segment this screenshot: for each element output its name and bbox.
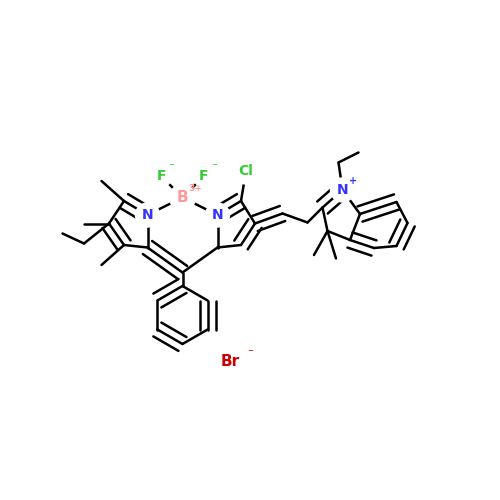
Text: ⁻: ⁻ bbox=[211, 162, 217, 172]
Text: F: F bbox=[199, 169, 209, 183]
Circle shape bbox=[150, 165, 172, 187]
Circle shape bbox=[233, 158, 259, 184]
Circle shape bbox=[206, 203, 230, 227]
Circle shape bbox=[136, 203, 160, 227]
Text: N: N bbox=[336, 183, 348, 197]
Text: B: B bbox=[176, 190, 188, 205]
Circle shape bbox=[330, 178, 354, 202]
Text: +: + bbox=[350, 176, 358, 186]
Text: ⁻: ⁻ bbox=[168, 162, 174, 172]
Text: N: N bbox=[142, 208, 154, 222]
Text: F: F bbox=[156, 169, 166, 183]
Text: 3+: 3+ bbox=[188, 184, 202, 193]
Text: ⁻: ⁻ bbox=[247, 348, 253, 358]
Circle shape bbox=[193, 165, 215, 187]
Text: N: N bbox=[212, 208, 224, 222]
Circle shape bbox=[170, 184, 196, 210]
Text: Br: Br bbox=[220, 354, 240, 368]
Text: Cl: Cl bbox=[238, 164, 254, 178]
